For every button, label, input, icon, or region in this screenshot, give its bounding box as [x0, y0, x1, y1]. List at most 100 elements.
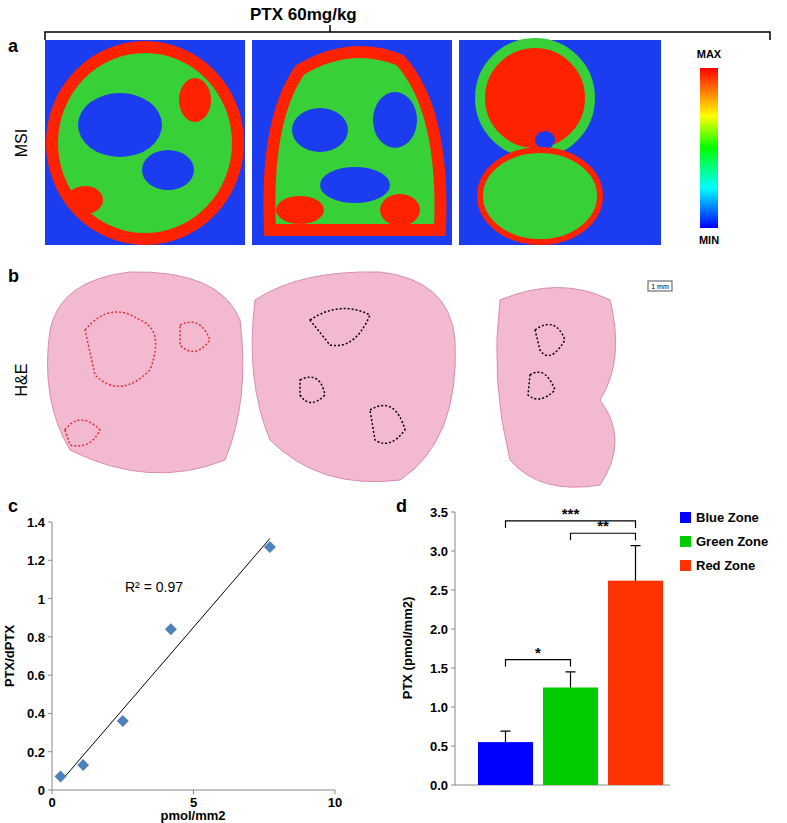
msi-region — [535, 131, 555, 149]
tick-label: 0 — [48, 795, 55, 810]
panel-label: b — [8, 266, 19, 286]
tick-label: 1.2 — [27, 553, 45, 568]
error-bar — [501, 731, 511, 742]
tick-label: 3.5 — [430, 505, 448, 520]
tick-label: 10 — [328, 795, 342, 810]
tick-label: 1.5 — [430, 661, 448, 676]
msi-region — [276, 196, 324, 224]
tick — [48, 713, 52, 714]
tick — [48, 522, 52, 523]
msi-region — [179, 78, 211, 122]
significance-label: ** — [597, 517, 609, 534]
bar — [608, 581, 663, 785]
error-bar — [631, 546, 641, 581]
tick — [335, 790, 336, 794]
msi-tissue — [480, 150, 600, 242]
axis-label: PTX/dPTX — [2, 625, 17, 687]
msi-region — [292, 108, 348, 152]
tick — [48, 636, 52, 637]
msi-image — [252, 40, 452, 245]
significance-bracket — [571, 533, 636, 540]
annotation: R² = 0.97 — [125, 579, 183, 595]
y-axis — [52, 522, 53, 790]
point — [117, 715, 129, 727]
tick — [193, 790, 194, 794]
legend-swatch — [680, 512, 691, 523]
panel-label: d — [396, 496, 407, 516]
msi-tissue — [52, 47, 238, 239]
he-tissue — [48, 272, 243, 473]
tick — [48, 598, 52, 599]
colorbar-label: MAX — [697, 48, 722, 60]
tick-label: 1.4 — [27, 515, 46, 530]
tick-label: 3.0 — [430, 544, 448, 559]
region-outline — [85, 312, 156, 386]
msi-region — [142, 150, 194, 190]
tick — [48, 790, 52, 791]
tick-label: 1.0 — [430, 700, 448, 715]
region-outline — [310, 309, 370, 346]
tick-label: 0.2 — [27, 745, 45, 760]
point — [264, 541, 276, 553]
legend-label: Blue Zone — [696, 510, 759, 525]
tick — [451, 668, 455, 669]
region-outline — [528, 372, 555, 399]
scale-bar-label: 1 mm — [651, 283, 669, 290]
tick — [451, 746, 455, 747]
tick-label: 0.5 — [430, 739, 448, 754]
tick — [451, 590, 455, 591]
msi-image — [45, 40, 245, 245]
tick — [451, 707, 455, 708]
msi-region — [373, 92, 417, 148]
axis-label: PTX (pmol/mm2) — [400, 597, 415, 700]
he-tissue — [497, 288, 616, 488]
title-bracket — [45, 25, 770, 40]
legend-label: Green Zone — [696, 534, 768, 549]
tick — [52, 790, 53, 794]
trend-line — [60, 539, 269, 782]
region-outline — [300, 377, 325, 402]
row-label: H&E — [13, 364, 30, 397]
figure: PTX 60mg/kgabcdMSIH&EMAXMIN1 mm051000.20… — [0, 0, 787, 823]
tick — [451, 551, 455, 552]
tick-label: 0.0 — [430, 778, 448, 793]
he-tissue — [252, 272, 455, 482]
colorbar-label: MIN — [699, 234, 719, 246]
bar — [543, 688, 598, 786]
msi-region — [320, 167, 390, 203]
significance-bracket — [506, 660, 571, 667]
bar — [478, 742, 533, 785]
point — [165, 623, 177, 635]
scale-bar — [648, 281, 672, 291]
tick-label: 0 — [38, 783, 45, 798]
tick — [48, 751, 52, 752]
panel-label: c — [8, 496, 18, 516]
region-outline — [180, 322, 210, 351]
region-outline — [535, 324, 565, 355]
y-axis — [455, 512, 456, 785]
tick — [451, 785, 455, 786]
tick-label: 0.8 — [27, 630, 45, 645]
panel-label: a — [8, 36, 19, 56]
msi-region — [78, 93, 162, 157]
msi-region — [380, 194, 420, 226]
legend-swatch — [680, 536, 691, 547]
tick — [451, 629, 455, 630]
significance-label: *** — [562, 505, 580, 522]
tick — [48, 675, 52, 676]
legend-swatch — [680, 560, 691, 571]
colorbar — [700, 68, 718, 228]
point — [54, 771, 66, 783]
tick — [48, 560, 52, 561]
axis-label: pmol/mm2 — [160, 808, 225, 823]
error-bar — [566, 672, 576, 688]
tick — [451, 512, 455, 513]
msi-tissue — [269, 52, 440, 230]
significance-bracket — [506, 521, 636, 528]
msi-image — [459, 40, 661, 245]
tick-label: 0.4 — [27, 706, 46, 721]
significance-label: * — [535, 644, 541, 661]
region-outline — [370, 406, 405, 444]
region-outline — [65, 420, 100, 446]
tick-label: 1 — [38, 592, 45, 607]
